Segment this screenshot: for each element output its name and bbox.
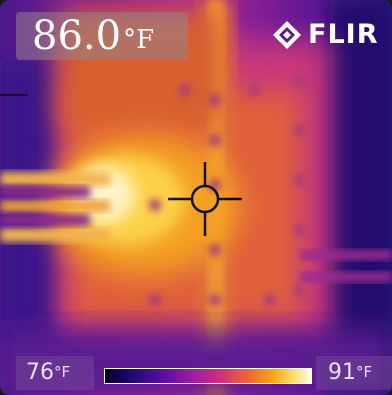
flir-diamond-logo-icon (273, 21, 301, 49)
scale-max-unit: °F (356, 363, 373, 381)
temperature-readout-background (16, 12, 188, 60)
scale-min-background (16, 356, 94, 390)
color-palette-bar (104, 368, 312, 384)
brand-logo: FLIR (272, 18, 379, 52)
scale-min-value: 76 (26, 360, 54, 385)
scale-max-label: 91°F (328, 358, 372, 388)
spot-temperature-unit: °F (123, 25, 155, 55)
scale-max-value: 91 (328, 360, 356, 385)
temperature-scale: 76°F 91°F (16, 356, 392, 390)
brand-name: FLIR (308, 19, 379, 50)
spot-temperature-value: 86.0 (32, 13, 122, 59)
spot-temperature-readout: 86.0°F (32, 10, 154, 62)
scale-max-background (316, 356, 392, 390)
spot-meter-crosshair-icon (168, 162, 242, 236)
scale-min-label: 76°F (26, 358, 70, 388)
scale-min-unit: °F (54, 363, 71, 381)
